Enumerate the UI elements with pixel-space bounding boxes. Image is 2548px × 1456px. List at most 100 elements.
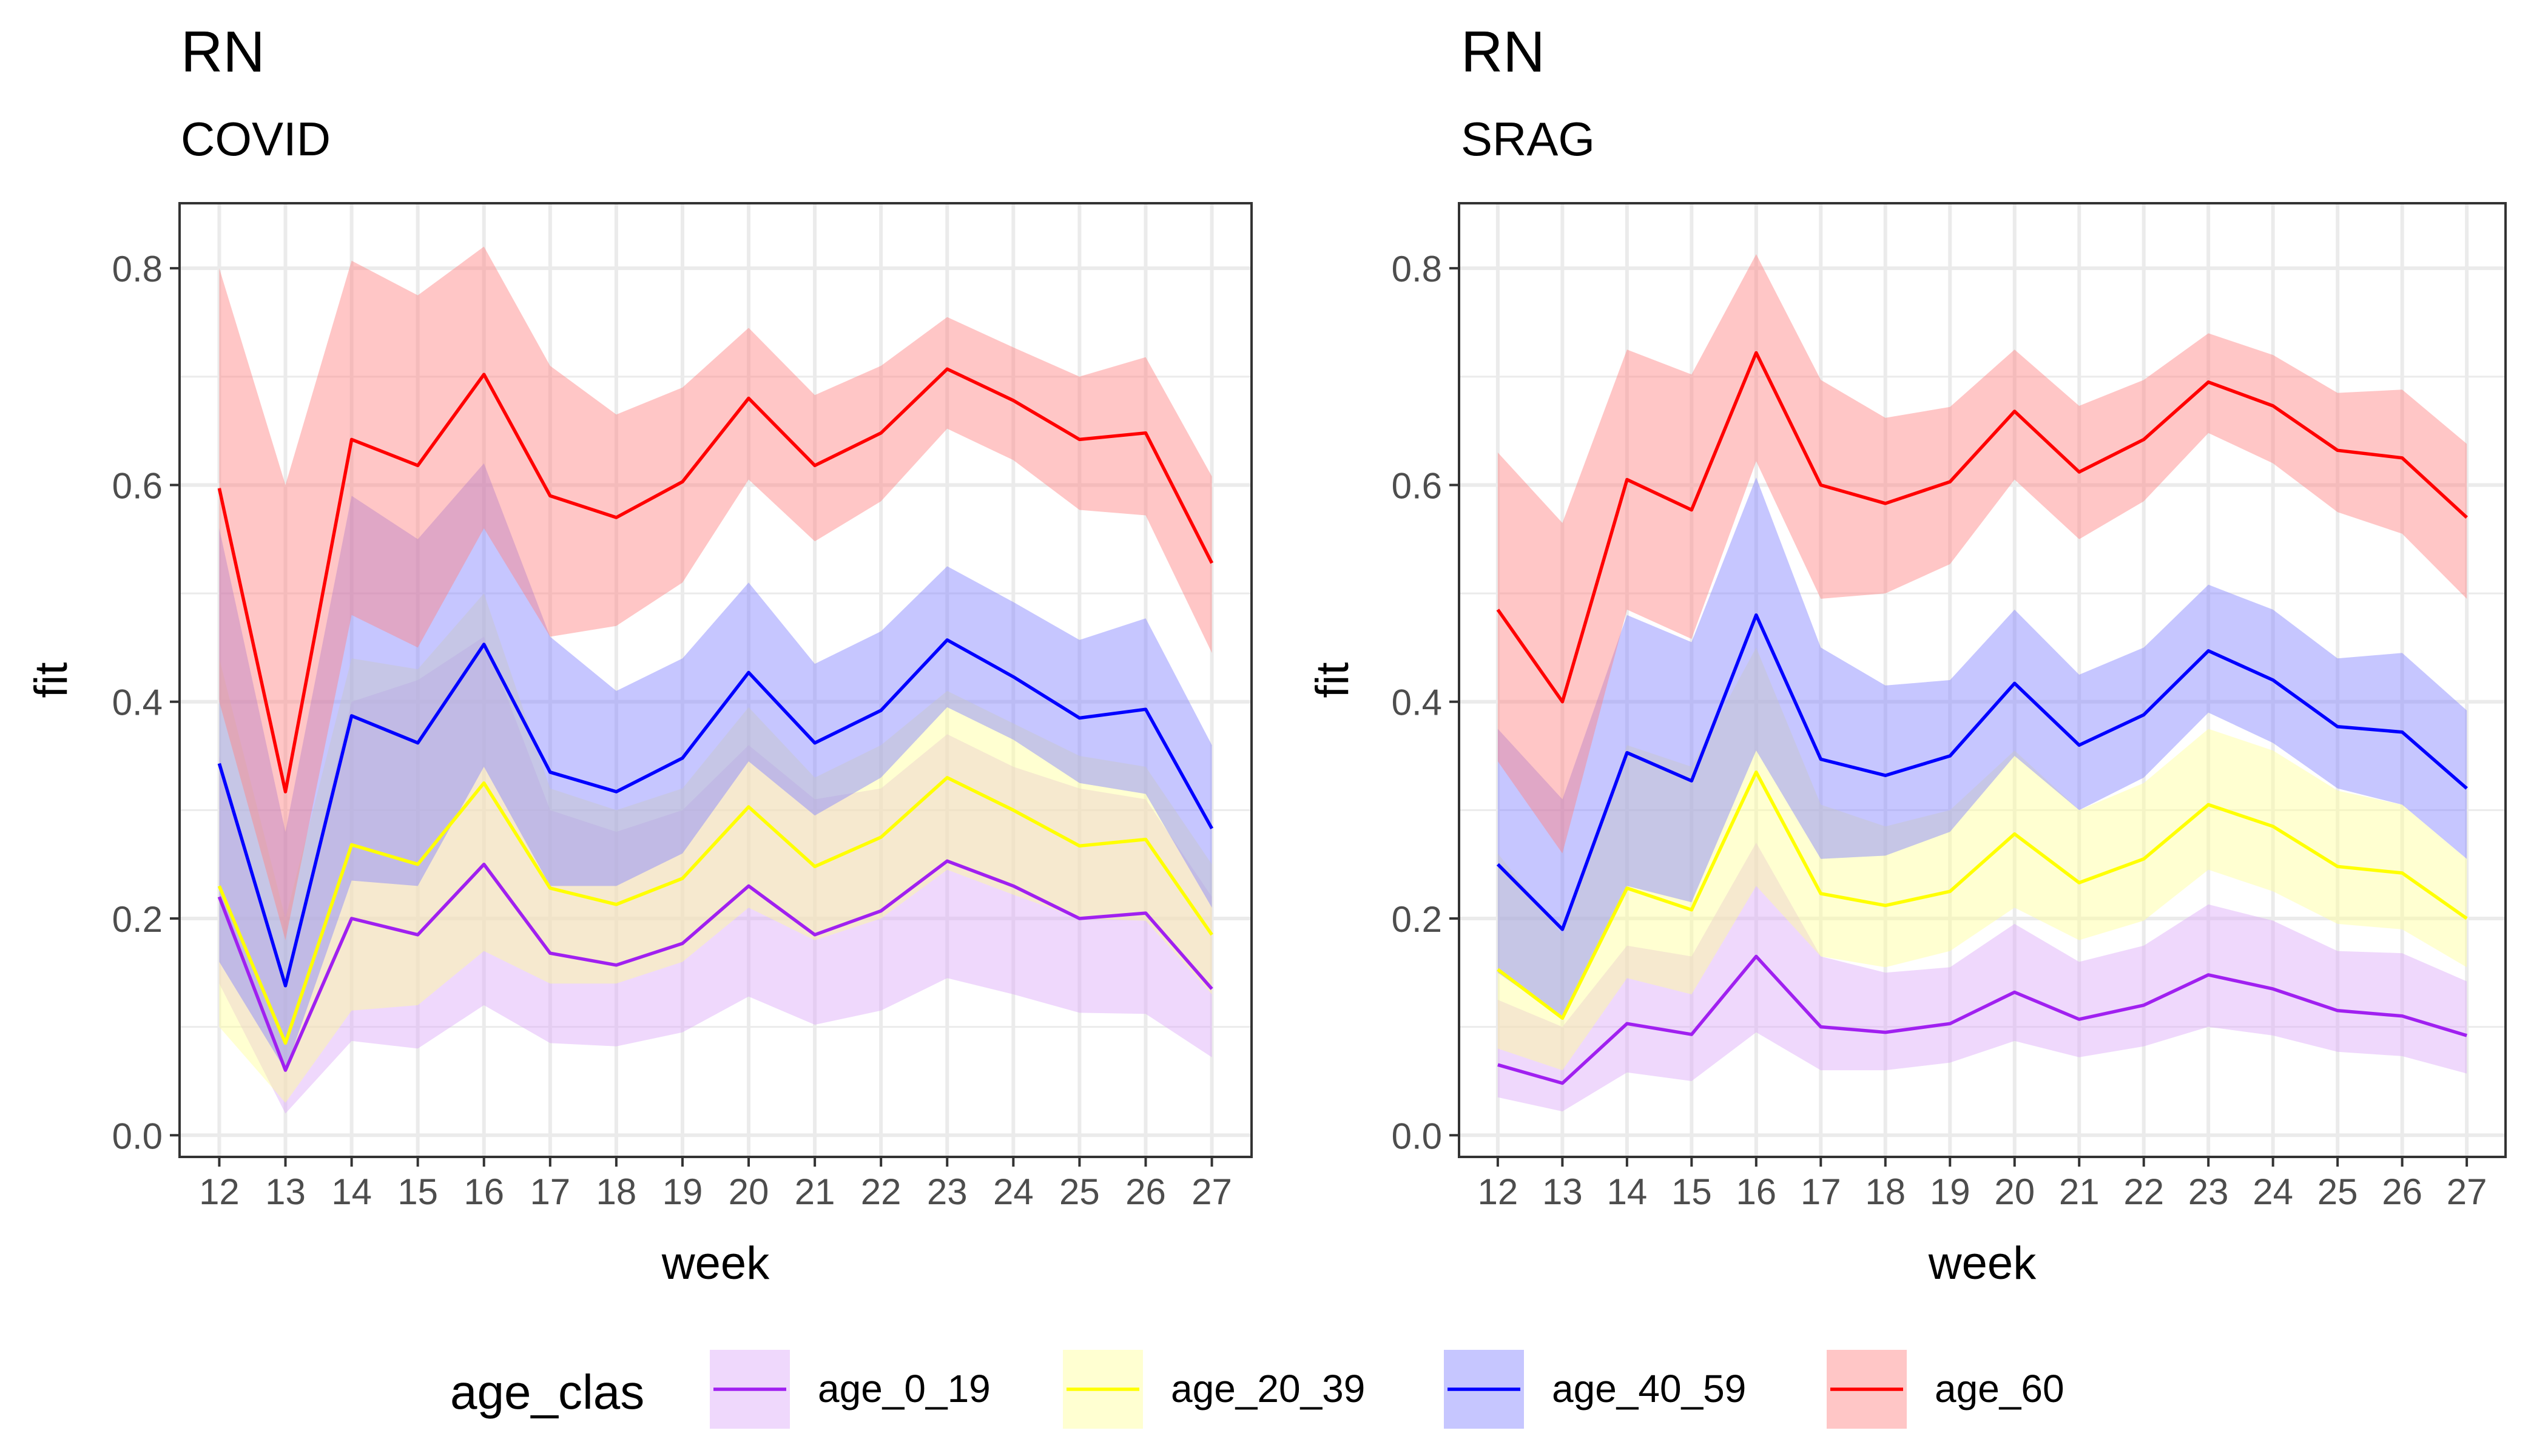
series-age-60 [217,367,1214,794]
x-axis: 12 13 14 15 16 17 18 19 20 21 22 23 24 25 26 27 [1478,1157,2487,1212]
series-line [217,367,1214,794]
ribbon-age-20-39 [1497,647,2467,1071]
y-tick-label: 0.0 [1392,1116,1442,1156]
series-age-0-19 [217,859,1213,1072]
panels: 0.0 0.2 0.4 0.6 0.8 12 13 14 15 16 17 18 19 20 21 22 23 2… [25,19,2507,1289]
legend-item-age-40-59: age_40_59 [1444,1350,1746,1429]
x-tick-label: 16 [1736,1171,1776,1212]
legend-item-age-20-39: age_20_39 [1063,1350,1365,1429]
plot-area [1459,203,2506,1157]
series-lines [217,367,1214,1072]
chart-title: RN [181,19,265,84]
series-line [217,776,1213,1045]
ribbons [219,246,1212,1114]
series-lines [1496,351,2468,1085]
chart-subtitle: COVID [181,112,331,166]
x-tick-label: 18 [596,1171,637,1212]
y-tick-label: 0.2 [112,899,163,940]
x-tick-label: 24 [2253,1171,2293,1212]
x-tick-label: 20 [1994,1171,2035,1212]
x-tick-label: 25 [2317,1171,2358,1212]
x-tick-label: 25 [1059,1171,1100,1212]
x-tick-label: 26 [1125,1171,1166,1212]
x-tick-label: 20 [729,1171,769,1212]
y-axis-title: fit [25,662,77,698]
chart-subtitle: SRAG [1461,112,1595,166]
legend-label: age_0_19 [818,1367,991,1410]
x-tick-label: 17 [530,1171,570,1212]
series-age-0-19 [1497,954,2467,1085]
grid [1459,203,2506,1157]
y-tick-label: 0.2 [1392,899,1442,940]
series-age-20-39 [217,776,1213,1045]
series-age-20-39 [1497,770,2468,1020]
x-tick-label: 18 [1865,1171,1906,1212]
x-tick-label: 19 [1930,1171,1970,1212]
x-tick-label: 24 [993,1171,1034,1212]
legend-key [1063,1350,1143,1429]
y-tick-label: 0.4 [112,682,163,723]
legend-label: age_40_59 [1552,1367,1746,1410]
y-tick-label: 0.4 [1392,682,1442,723]
y-tick-label: 0.6 [1392,465,1442,506]
x-tick-label: 13 [265,1171,306,1212]
series-age-40-59 [217,638,1214,988]
series-line [1497,954,2467,1085]
ribbon-age-0-19 [219,636,1212,1114]
chart-panel-1: 0.0 0.2 0.4 0.6 0.8 12 13 14 15 16 17 18 19 20 21 22 23 2… [25,19,1253,1289]
x-axis: 12 13 14 15 16 17 18 19 20 21 22 23 24 25 26 27 [199,1157,1232,1212]
legend-item-age-0-19: age_0_19 [710,1350,991,1429]
x-tick-label: 12 [199,1171,240,1212]
legend: age_clas age_0_19 age_20_39 age_40_59 age_6… [450,1350,2064,1429]
panel-border [178,202,1253,1158]
legend-key [1827,1350,1907,1429]
y-axis-title: fit [1307,662,1358,698]
x-tick-label: 17 [1801,1171,1841,1212]
y-axis: 0.0 0.2 0.4 0.6 0.8 [1392,249,1459,1156]
series-line [217,859,1213,1072]
x-tick-label: 15 [1671,1171,1712,1212]
ribbon-age-20-39 [219,593,1212,1103]
x-tick-label: 23 [927,1171,968,1212]
x-tick-label: 22 [861,1171,902,1212]
x-tick-label: 19 [662,1171,703,1212]
x-axis-title: week [661,1238,770,1289]
series-line [1497,770,2468,1020]
series-line [217,638,1214,988]
legend-key [710,1350,790,1429]
y-tick-label: 0.8 [1392,249,1442,289]
x-tick-label: 13 [1542,1171,1583,1212]
x-tick-label: 26 [2382,1171,2422,1212]
chart-panel-2: 0.0 0.2 0.4 0.6 0.8 12 13 14 15 16 17 18 19 20 21 22 23 2… [1307,19,2507,1289]
ribbons [1497,254,2467,1111]
y-tick-label: 0.6 [112,465,163,506]
x-tick-label: 12 [1478,1171,1518,1212]
legend-title: age_clas [450,1365,644,1419]
y-tick-label: 0.8 [112,249,163,289]
ribbon-age-40-59 [1497,477,2467,1019]
x-tick-label: 27 [1191,1171,1232,1212]
ribbon-age-60 [1497,254,2467,854]
series-line [1496,613,2468,931]
x-tick-label: 15 [397,1171,438,1212]
legend-label: age_60 [1935,1367,2064,1410]
legend-label: age_20_39 [1171,1367,1365,1410]
x-tick-label: 23 [2188,1171,2229,1212]
plot-area [180,203,1252,1157]
x-tick-label: 14 [1606,1171,1647,1212]
x-tick-label: 27 [2447,1171,2487,1212]
x-tick-label: 14 [331,1171,372,1212]
y-axis: 0.0 0.2 0.4 0.6 0.8 [112,249,180,1156]
chart-title: RN [1461,19,1545,84]
series-age-40-59 [1496,613,2468,931]
panel-border [1458,202,2507,1158]
x-tick-label: 21 [2059,1171,2100,1212]
ribbon-age-0-19 [1497,843,2467,1111]
ribbon-age-60 [219,246,1212,940]
x-tick-label: 22 [2123,1171,2164,1212]
x-tick-label: 21 [795,1171,835,1212]
y-tick-label: 0.0 [112,1116,163,1156]
ribbon-age-40-59 [219,463,1212,1071]
legend-key [1444,1350,1524,1429]
